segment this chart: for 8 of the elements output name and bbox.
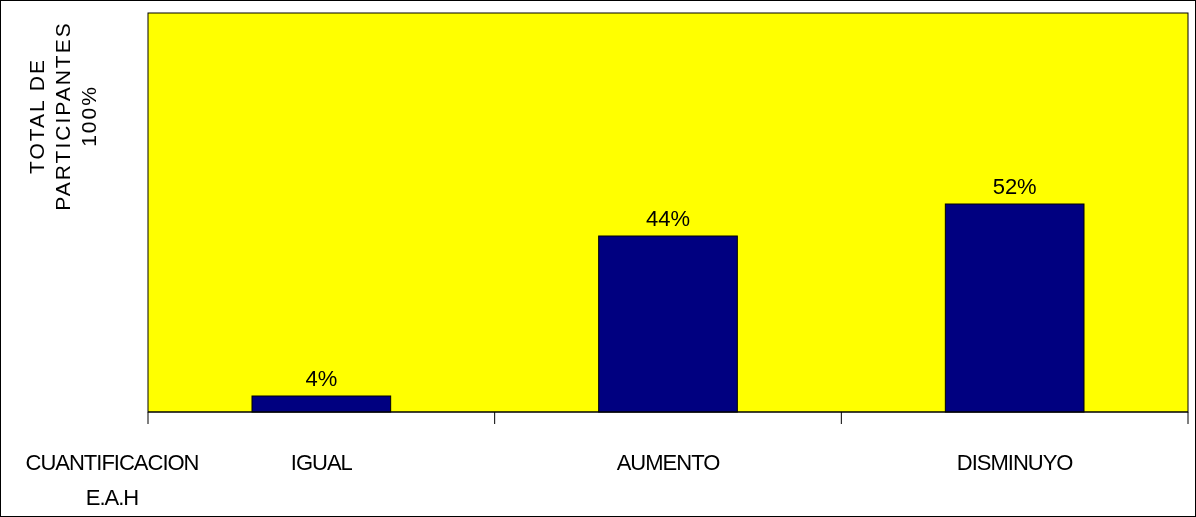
y-axis-title: TOTAL DE PARTICIPANTES 100% <box>25 21 100 211</box>
x-axis-title: CUANTIFICACION E.A.H <box>25 450 199 510</box>
x-tick-label: IGUAL <box>290 450 353 475</box>
x-tick-label: DISMINUYO <box>956 450 1074 475</box>
data-label: 44% <box>645 206 691 231</box>
data-label: 52% <box>992 174 1037 199</box>
x-tick-label: AUMENTO <box>616 450 721 475</box>
data-label: 4% <box>305 366 338 391</box>
